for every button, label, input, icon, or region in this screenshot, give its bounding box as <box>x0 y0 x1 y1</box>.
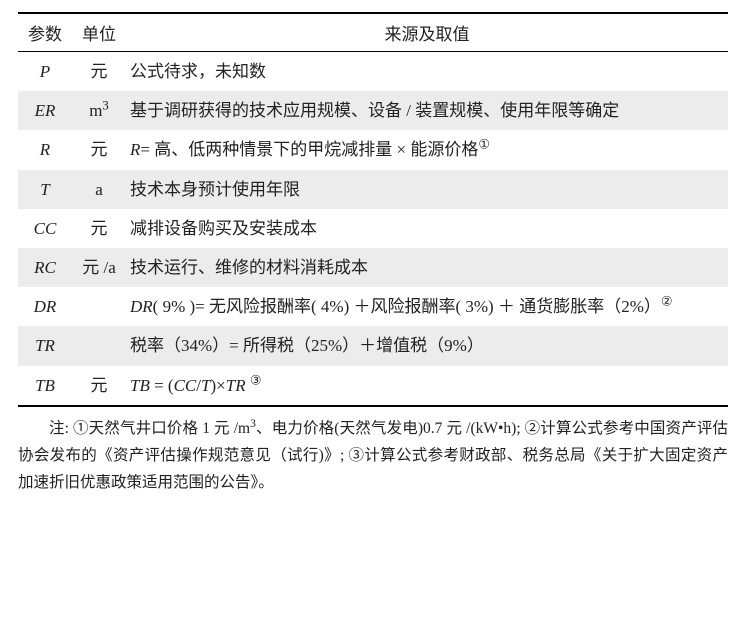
cell-param: RC <box>18 248 72 287</box>
cell-source: TB = (CC/T)×TR ③ <box>126 366 728 406</box>
cell-unit: 元 <box>72 52 126 92</box>
table-body: P元公式待求，未知数ERm3基于调研获得的技术应用规模、设备 / 装置规模、使用… <box>18 52 728 406</box>
header-param: 参数 <box>18 13 72 52</box>
cell-source: 技术本身预计使用年限 <box>126 170 728 209</box>
cell-unit: 元 <box>72 130 126 169</box>
cell-unit <box>72 287 126 326</box>
table-row: RC元 /a技术运行、维修的材料消耗成本 <box>18 248 728 287</box>
cell-param: CC <box>18 209 72 248</box>
cell-source: 技术运行、维修的材料消耗成本 <box>126 248 728 287</box>
table-row: DR DR( 9% )= 无风险报酬率( 4%) ＋风险报酬率( 3%) ＋ 通货… <box>18 287 728 326</box>
params-table: 参数 单位 来源及取值 P元公式待求，未知数ERm3基于调研获得的技术应用规模、… <box>18 12 728 407</box>
cell-unit <box>72 326 126 365</box>
cell-source: 税率（34%）= 所得税（25%）＋增值税（9%） <box>126 326 728 365</box>
table-row: CC元减排设备购买及安装成本 <box>18 209 728 248</box>
header-unit: 单位 <box>72 13 126 52</box>
table-row: Ta技术本身预计使用年限 <box>18 170 728 209</box>
table-header-row: 参数 单位 来源及取值 <box>18 13 728 52</box>
table-row: TB元TB = (CC/T)×TR ③ <box>18 366 728 406</box>
cell-unit: a <box>72 170 126 209</box>
table-row: P元公式待求，未知数 <box>18 52 728 92</box>
cell-source: 公式待求，未知数 <box>126 52 728 92</box>
cell-param: P <box>18 52 72 92</box>
cell-param: TR <box>18 326 72 365</box>
cell-source: DR( 9% )= 无风险报酬率( 4%) ＋风险报酬率( 3%) ＋ 通货膨胀… <box>126 287 728 326</box>
table-row: TR 税率（34%）= 所得税（25%）＋增值税（9%） <box>18 326 728 365</box>
cell-source: 基于调研获得的技术应用规模、设备 / 装置规模、使用年限等确定 <box>126 91 728 130</box>
cell-unit: 元 <box>72 366 126 406</box>
cell-unit: m3 <box>72 91 126 130</box>
cell-unit: 元 <box>72 209 126 248</box>
cell-unit: 元 /a <box>72 248 126 287</box>
cell-param: DR <box>18 287 72 326</box>
table-row: ERm3基于调研获得的技术应用规模、设备 / 装置规模、使用年限等确定 <box>18 91 728 130</box>
cell-param: T <box>18 170 72 209</box>
header-source: 来源及取值 <box>126 13 728 52</box>
footnotes: 注: ①天然气井口价格 1 元 /m3、电力价格(天然气发电)0.7 元 /(k… <box>18 407 728 496</box>
table-row: R元R= 高、低两种情景下的甲烷减排量 × 能源价格① <box>18 130 728 169</box>
cell-param: ER <box>18 91 72 130</box>
cell-param: TB <box>18 366 72 406</box>
cell-param: R <box>18 130 72 169</box>
cell-source: 减排设备购买及安装成本 <box>126 209 728 248</box>
cell-source: R= 高、低两种情景下的甲烷减排量 × 能源价格① <box>126 130 728 169</box>
